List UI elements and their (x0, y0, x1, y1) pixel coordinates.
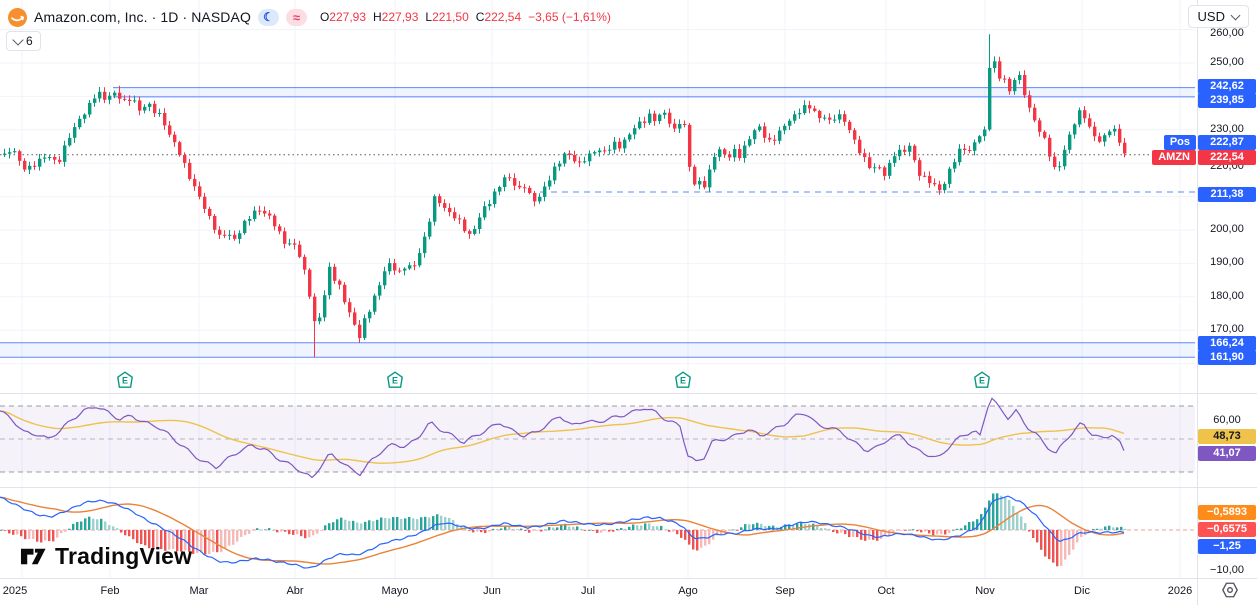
approx-price-icon[interactable]: ≈ (285, 8, 307, 26)
chevron-down-icon (1230, 10, 1241, 20)
price-label-pill: 166,24 (1198, 336, 1256, 351)
price-label-pill: −1,25 (1198, 539, 1256, 554)
open-value: 227,93 (329, 10, 366, 24)
price-axis-tick: 250,00 (1210, 56, 1244, 68)
currency-label: USD (1197, 9, 1225, 24)
price-label-pill: −0,6575 (1198, 522, 1256, 537)
amazon-logo-icon (8, 7, 27, 27)
change-value: −3,65 (−1,61%) (528, 10, 611, 24)
position-tag: Pos (1163, 135, 1196, 150)
time-axis-label: Ago (678, 585, 698, 597)
timezone-settings-icon[interactable] (1221, 581, 1239, 604)
object-tree-collapse-button[interactable]: 6 (6, 31, 41, 51)
time-axis-label: Jun (483, 585, 501, 597)
price-label-pill: −0,5893 (1198, 505, 1256, 520)
earnings-marker-icon[interactable]: E (386, 371, 404, 389)
svg-text:E: E (979, 376, 985, 386)
time-axis-label: Oct (877, 585, 895, 597)
price-axis-tick: 60,00 (1213, 414, 1241, 426)
time-axis-label: 2025 (2, 585, 28, 597)
price-label-pill: 211,38 (1198, 187, 1256, 202)
price-axis-tick: 230,00 (1210, 123, 1244, 135)
svg-text:E: E (680, 376, 686, 386)
chart-header: Amazon.com, Inc. · 1D · NASDAQ ☾ ≈ O227,… (8, 6, 611, 28)
price-axis-tick: 260,00 (1210, 27, 1244, 39)
time-axis-label: Mar (189, 585, 209, 597)
price-axis-tick: 200,00 (1210, 223, 1244, 235)
time-axis-label: Mayo (381, 585, 409, 597)
low-value: 221,50 (432, 10, 469, 24)
price-label-pill: 41,07 (1198, 446, 1256, 461)
price-label-pill: 242,62 (1198, 79, 1256, 94)
close-value: 222,54 (484, 10, 522, 24)
time-axis-label: Abr (286, 585, 304, 597)
symbol-title[interactable]: Amazon.com, Inc. · 1D · NASDAQ (34, 9, 251, 25)
earnings-marker-icon[interactable]: E (116, 371, 134, 389)
time-axis-label: Jul (580, 585, 596, 597)
svg-text:E: E (392, 376, 398, 386)
ohlc-values: O227,93 H227,93 L221,50 C222,54 −3,65 (−… (319, 10, 611, 24)
price-axis-tick: −10,00 (1210, 564, 1244, 576)
price-axis-tick: 190,00 (1210, 256, 1244, 268)
tradingview-watermark[interactable]: TradingView (20, 543, 192, 570)
time-axis-label: Nov (975, 585, 995, 597)
price-label-pill: 161,90 (1198, 350, 1256, 365)
price-axis-tick: 170,00 (1210, 323, 1244, 335)
time-axis-label: Dic (1074, 585, 1090, 597)
svg-text:E: E (122, 376, 128, 386)
chevron-down-icon (12, 33, 24, 46)
object-count-label: 6 (26, 34, 33, 48)
earnings-marker-icon[interactable]: E (973, 371, 991, 389)
price-axis-tick: 180,00 (1210, 290, 1244, 302)
high-value: 227,93 (381, 10, 419, 24)
price-label-pill: 48,73 (1198, 429, 1256, 444)
watermark-label: TradingView (55, 543, 193, 569)
time-axis-label: Feb (100, 585, 120, 597)
tradingview-logo-icon (20, 548, 46, 565)
time-axis-label: 2026 (1167, 585, 1193, 597)
price-label-pill: 239,85 (1198, 93, 1256, 108)
currency-selector-button[interactable]: USD (1187, 5, 1249, 28)
symbol-tag: AMZN (1152, 150, 1196, 165)
market-closed-icon[interactable]: ☾ (257, 8, 279, 26)
time-axis-label: Sep (775, 585, 795, 597)
price-label-pill: 222,54 (1198, 150, 1256, 165)
price-label-pill: 222,87 (1198, 135, 1256, 150)
earnings-marker-icon[interactable]: E (674, 371, 692, 389)
